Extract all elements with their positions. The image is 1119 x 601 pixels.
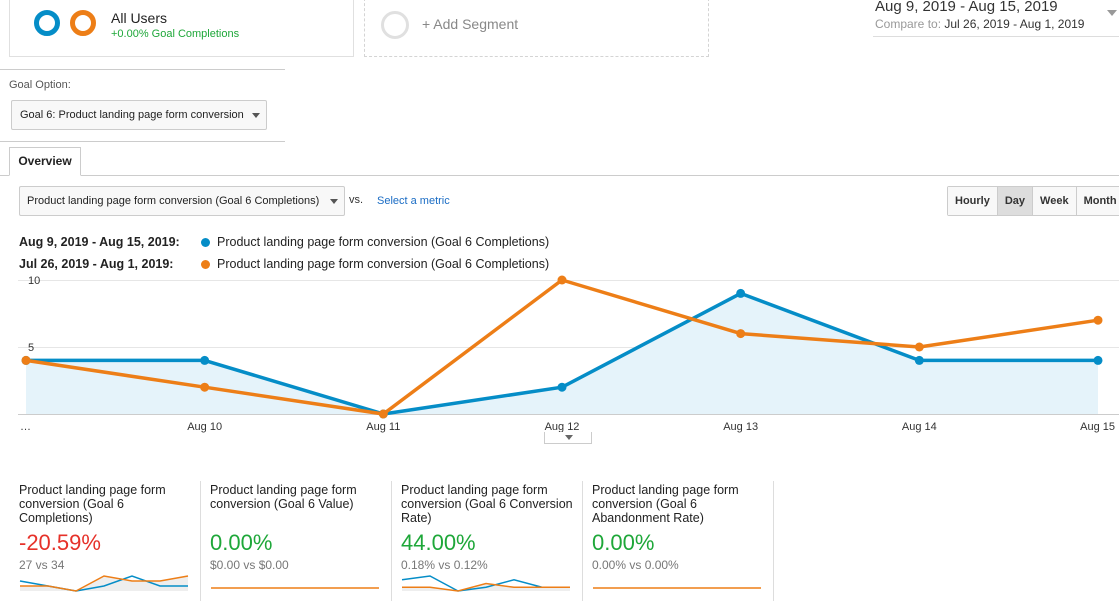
data-point [1093, 315, 1103, 325]
divider [773, 481, 774, 601]
x-tick-label: Aug 13 [723, 421, 758, 433]
y-tick-label: 10 [28, 275, 40, 287]
legend-metric: Product landing page form conversion (Go… [217, 235, 550, 249]
sparkline [19, 575, 189, 592]
period-week-button[interactable]: Week [1032, 187, 1076, 215]
sparkline-orange [20, 575, 189, 592]
x-tick-label: … [20, 421, 31, 433]
scorecard-value: 0.00% [210, 530, 273, 555]
scorecard-conversion-rate[interactable]: Product landing page form conversion (Go… [401, 481, 591, 601]
x-tick-label: Aug 11 [366, 421, 400, 433]
x-tick-label: Aug 10 [187, 421, 222, 433]
compare-to-label: Compare to: [875, 17, 942, 31]
sparkline [593, 587, 761, 589]
data-point [200, 355, 210, 365]
chevron-down-icon [252, 113, 260, 118]
data-point [736, 288, 746, 298]
scorecard-value: -20.59% [19, 530, 101, 555]
y-tick-label: 5 [28, 342, 34, 354]
compare-to-value: Jul 26, 2019 - Aug 1, 2019 [944, 17, 1085, 31]
expand-chart-toggle[interactable] [544, 432, 592, 444]
segment-all-users[interactable]: All Users +0.00% Goal Completions [9, 0, 354, 57]
scorecard-label: Product landing page form conversion (Go… [401, 483, 573, 525]
data-point [914, 355, 924, 365]
scorecard-label: Product landing page form conversion (Go… [210, 483, 357, 511]
tab-bar-baseline [0, 175, 1119, 176]
scorecard-value: 0.00% [592, 530, 655, 555]
data-point [378, 409, 388, 419]
goal-option-select[interactable]: Goal 6: Product landing page form conver… [11, 100, 267, 130]
data-point [557, 382, 567, 392]
scorecard-label: Product landing page form conversion (Go… [19, 483, 166, 525]
scorecard-value-metric[interactable]: Product landing page form conversion (Go… [210, 481, 400, 601]
scorecard-compare: 0.00% vs 0.00% [592, 558, 679, 572]
chevron-down-icon [330, 199, 338, 204]
scorecard-completions[interactable]: Product landing page form conversion (Go… [19, 481, 209, 601]
sparkline [401, 575, 570, 592]
x-tick-label: Aug 15 [1080, 421, 1115, 433]
select-metric-link[interactable]: Select a metric [377, 195, 450, 207]
data-point [736, 329, 746, 339]
scorecard-compare: 0.18% vs 0.12% [401, 558, 488, 572]
add-segment-label: + Add Segment [422, 16, 519, 32]
vs-label: vs. [349, 194, 364, 206]
divider [0, 69, 285, 70]
x-tick-label: Aug 12 [545, 421, 580, 433]
segment-ring-orange-icon [70, 10, 96, 36]
divider [391, 481, 392, 601]
date-range-primary: Aug 9, 2019 - Aug 15, 2019 [875, 0, 1058, 15]
date-range-compare: Compare to: Jul 26, 2019 - Aug 1, 2019 [875, 17, 1084, 31]
metric-select[interactable]: Product landing page form conversion (Go… [19, 186, 345, 216]
data-point [200, 382, 210, 392]
legend-dot-icon [201, 238, 210, 247]
x-tick-label: Aug 14 [902, 421, 937, 433]
data-point [557, 275, 567, 285]
date-range-picker[interactable]: Aug 9, 2019 - Aug 15, 2019 Compare to: J… [873, 0, 1119, 37]
segment-title: All Users [111, 10, 168, 26]
scorecard-value: 44.00% [401, 530, 476, 555]
scorecard-label: Product landing page form conversion (Go… [592, 483, 739, 525]
scorecard-compare: $0.00 vs $0.00 [210, 558, 289, 572]
chevron-down-icon [1107, 10, 1117, 16]
goal-option-label: Goal Option: [9, 79, 71, 91]
sparkline-orange [402, 582, 570, 592]
series-area [26, 293, 1098, 414]
add-segment-button[interactable]: + Add Segment [364, 0, 709, 57]
sparkline-area [20, 576, 188, 591]
divider [582, 481, 583, 601]
divider [0, 141, 285, 142]
scorecard-compare: 27 vs 34 [19, 558, 65, 572]
period-month-button[interactable]: Month [1075, 187, 1119, 215]
data-point [21, 355, 31, 365]
goal-option-value: Goal 6: Product landing page form conver… [20, 109, 244, 121]
data-point [914, 342, 924, 352]
legend-range: Aug 9, 2019 - Aug 15, 2019: [19, 235, 180, 249]
chevron-down-icon [565, 435, 573, 440]
legend-dot-icon [201, 260, 210, 269]
metric-select-value: Product landing page form conversion (Go… [27, 195, 320, 207]
segment-ring-blue-icon [34, 10, 60, 36]
add-segment-ring-icon [381, 11, 409, 39]
period-hourly-button[interactable]: Hourly [948, 187, 997, 215]
scorecard-abandonment-rate[interactable]: Product landing page form conversion (Go… [592, 481, 782, 601]
line-chart: 10 5 … Aug 10 Aug 11 Aug 12 Aug 13 Aug 14 Aug 15 [18, 275, 1119, 433]
data-point [1093, 355, 1103, 365]
sparkline [211, 587, 379, 589]
divider [200, 481, 201, 601]
legend-range: Jul 26, 2019 - Aug 1, 2019: [19, 257, 174, 271]
segment-subtitle: +0.00% Goal Completions [111, 28, 240, 40]
tab-overview[interactable]: Overview [9, 147, 81, 176]
period-day-button[interactable]: Day [996, 187, 1033, 215]
legend-metric: Product landing page form conversion (Go… [217, 257, 550, 271]
period-button-group: Hourly Day Week Month [947, 186, 1119, 216]
